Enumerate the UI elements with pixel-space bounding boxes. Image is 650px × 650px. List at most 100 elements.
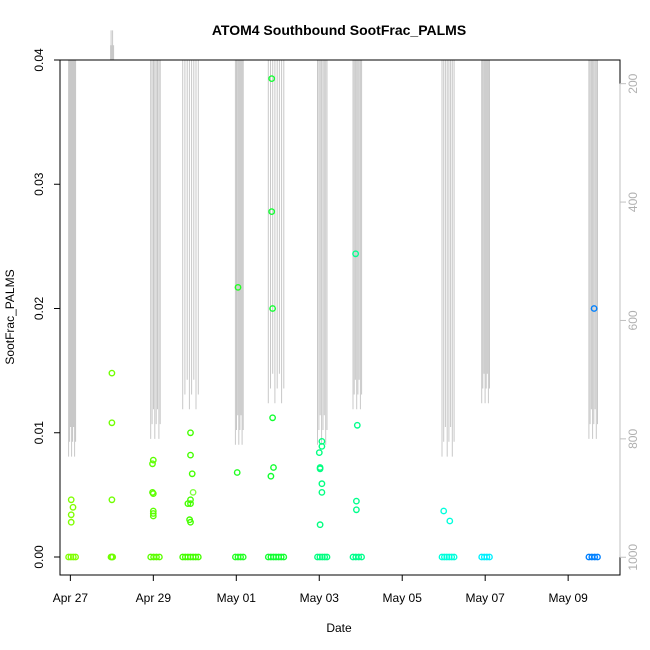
x-tick-label: May 05: [383, 591, 423, 605]
pressure-profile: [481, 60, 490, 404]
data-point: [446, 517, 454, 525]
y-axis-label: SootFrac_PALMS: [3, 269, 17, 364]
data-point: [318, 442, 326, 450]
y-tick-label: 0.01: [32, 421, 46, 445]
secondary-tick-label: 600: [626, 310, 640, 330]
x-axis-label: Date: [326, 621, 352, 635]
zero-point: [69, 553, 77, 561]
data-point: [149, 510, 157, 517]
zero-point: [277, 553, 285, 561]
pressure-profile: [267, 60, 285, 404]
data-point: [316, 465, 324, 473]
pressure-profile: [234, 60, 244, 445]
data-point: [267, 472, 275, 480]
y-tick-label: 0.04: [32, 48, 46, 72]
data-point: [352, 506, 360, 514]
data-point: [590, 305, 598, 312]
x-tick-label: May 09: [548, 591, 588, 605]
data-point: [440, 507, 448, 515]
chart-title: ATOM4 Southbound SootFrac_PALMS: [212, 22, 466, 38]
zero-point: [280, 553, 288, 561]
zero-point: [483, 553, 491, 561]
data-point: [315, 449, 323, 456]
pressure-profile-lines: [68, 30, 598, 457]
data-point: [268, 208, 276, 216]
data-point: [108, 419, 116, 427]
data-point: [187, 496, 194, 504]
plot-frame: [59, 59, 621, 576]
data-point: [149, 456, 157, 464]
data-point: [270, 464, 277, 471]
data-point: [268, 75, 276, 83]
data-point: [149, 490, 157, 497]
data-point: [149, 512, 157, 520]
zero-point: [192, 553, 200, 561]
secondary-y-axis: 200 400 600 800 1000: [619, 73, 640, 571]
pressure-profile: [182, 60, 199, 410]
data-point: [234, 283, 242, 291]
data-point: [108, 369, 116, 377]
data-point: [67, 496, 75, 504]
secondary-tick-label: 200: [626, 73, 640, 93]
y-tick-label: 0.03: [32, 172, 46, 196]
zero-point: [323, 553, 331, 561]
x-tick-label: May 01: [217, 591, 257, 605]
pressure-profile: [588, 60, 598, 439]
data-point: [149, 460, 156, 468]
zero-point: [355, 553, 363, 561]
data-point: [233, 469, 241, 476]
x-tick-label: Apr 29: [136, 591, 172, 605]
y-tick-label: 0.00: [32, 545, 46, 569]
y-axis: 0.00 0.01 0.02 0.03 0.04: [32, 48, 61, 569]
y-tick-label: 0.02: [32, 296, 46, 320]
data-point: [318, 488, 326, 496]
data-point: [316, 521, 324, 529]
zero-point: [65, 553, 73, 561]
data-point: [318, 480, 326, 488]
pressure-profile: [110, 30, 115, 60]
data-point: [108, 496, 116, 504]
pressure-profile: [441, 60, 455, 457]
data-point: [352, 497, 360, 505]
data-point: [353, 421, 361, 429]
zero-point: [72, 553, 80, 561]
x-tick-label: May 07: [466, 591, 506, 605]
x-tick-label: May 03: [300, 591, 340, 605]
zero-point: [450, 553, 458, 561]
data-point: [187, 500, 194, 507]
x-axis: Apr 27 Apr 29 May 01 May 03 May 05 May 07 May …: [53, 574, 588, 605]
x-tick-label: Apr 27: [53, 591, 89, 605]
zero-point: [321, 553, 329, 561]
zero-point: [358, 553, 365, 561]
zero-point: [67, 553, 75, 561]
secondary-tick-label: 400: [626, 192, 640, 212]
data-point: [269, 414, 276, 422]
zero-value-points: [65, 553, 601, 561]
data-point: [189, 488, 197, 496]
data-point: [67, 518, 75, 526]
data-point: [187, 518, 194, 526]
data-point: [352, 250, 359, 258]
zero-point: [486, 553, 493, 561]
zero-point: [448, 553, 456, 561]
data-point: [69, 503, 77, 511]
zero-point: [239, 553, 247, 561]
pressure-profile: [352, 60, 363, 410]
pressure-profile: [68, 60, 77, 457]
zero-point: [109, 553, 117, 561]
data-point: [269, 305, 276, 312]
pressure-profile: [317, 60, 328, 445]
zero-point: [591, 553, 599, 561]
data-point: [188, 470, 196, 478]
pressure-profile: [150, 60, 161, 439]
data-point: [187, 451, 194, 459]
zero-point: [153, 553, 160, 561]
secondary-tick-label: 1000: [626, 544, 640, 571]
data-points: [67, 75, 598, 529]
zero-point: [155, 553, 163, 561]
zero-point: [594, 553, 601, 561]
data-point: [187, 429, 194, 437]
zero-point: [194, 553, 202, 561]
zero-point: [237, 553, 245, 561]
